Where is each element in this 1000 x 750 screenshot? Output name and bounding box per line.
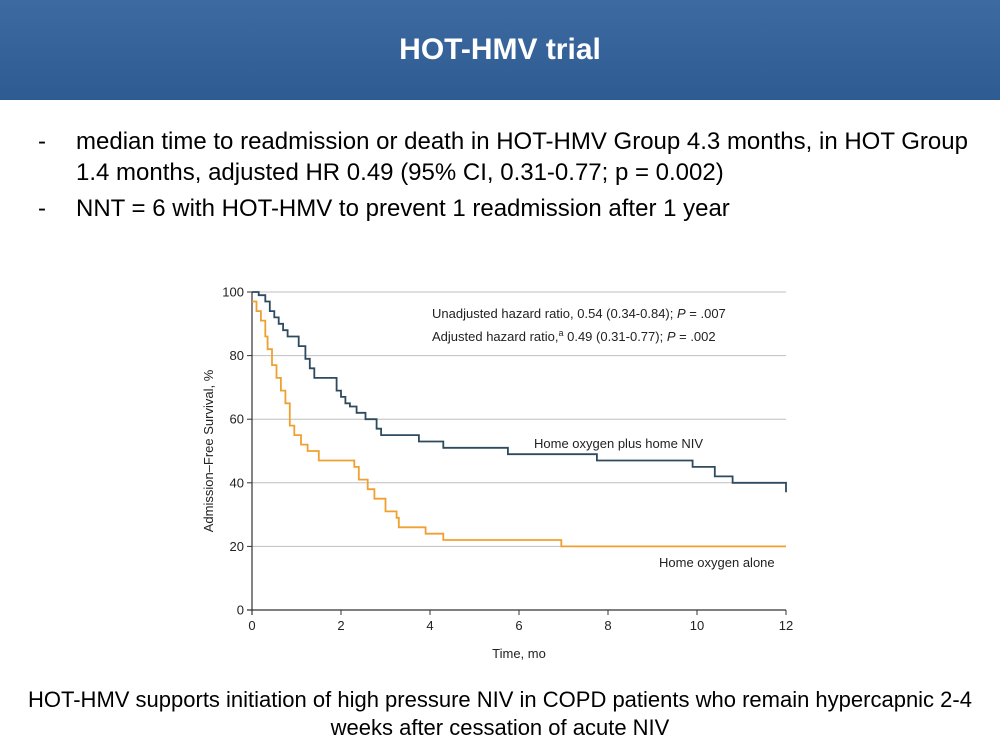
y-tick-label: 100 <box>222 285 244 300</box>
bullet-text: median time to readmission or death in H… <box>76 128 968 186</box>
hazard-ratio-annotation: Unadjusted hazard ratio, 0.54 (0.34-0.84… <box>432 306 726 321</box>
y-axis-label: Admission–Free Survival, % <box>201 369 216 532</box>
hazard-ratio-annotation: Adjusted hazard ratio,a 0.49 (0.31-0.77)… <box>432 328 716 344</box>
x-tick-label: 0 <box>248 618 255 633</box>
x-tick-label: 8 <box>604 618 611 633</box>
bullet-marker: - <box>38 128 46 155</box>
x-tick-label: 12 <box>779 618 793 633</box>
footer-text: HOT-HMV supports initiation of high pres… <box>28 687 972 740</box>
bullet-item: - NNT = 6 with HOT-HMV to prevent 1 read… <box>36 193 976 224</box>
bullet-item: - median time to readmission or death in… <box>36 126 976 188</box>
chart-canvas: 0 20 40 60 80 100 0 2 4 6 8 10 12 Time, mo Admission–F… <box>201 285 793 662</box>
y-tick-label: 40 <box>230 475 244 490</box>
x-tick-label: 4 <box>426 618 433 633</box>
y-tick-label: 80 <box>230 348 244 363</box>
bullet-list: - median time to readmission or death in… <box>36 126 976 229</box>
y-tick-label: 60 <box>230 412 244 427</box>
series-label: Home oxygen plus home NIV <box>534 436 703 451</box>
x-tick-label: 10 <box>690 618 704 633</box>
x-tick-label: 2 <box>337 618 344 633</box>
slide-title: HOT-HMV trial <box>399 33 601 66</box>
x-axis-label: Time, mo <box>492 646 546 661</box>
y-tick-label: 0 <box>237 603 244 618</box>
kaplan-meier-chart: 0 20 40 60 80 100 0 2 4 6 8 10 12 Time, mo Admission–F… <box>196 278 806 668</box>
series-line <box>252 291 787 493</box>
series-label: Home oxygen alone <box>659 555 775 570</box>
bullet-text: NNT = 6 with HOT-HMV to prevent 1 readmi… <box>76 195 730 222</box>
bullet-marker: - <box>38 195 46 222</box>
x-tick-label: 6 <box>515 618 522 633</box>
series-line <box>252 300 786 548</box>
title-banner: HOT-HMV trial <box>0 0 1000 100</box>
y-tick-label: 20 <box>230 539 244 554</box>
